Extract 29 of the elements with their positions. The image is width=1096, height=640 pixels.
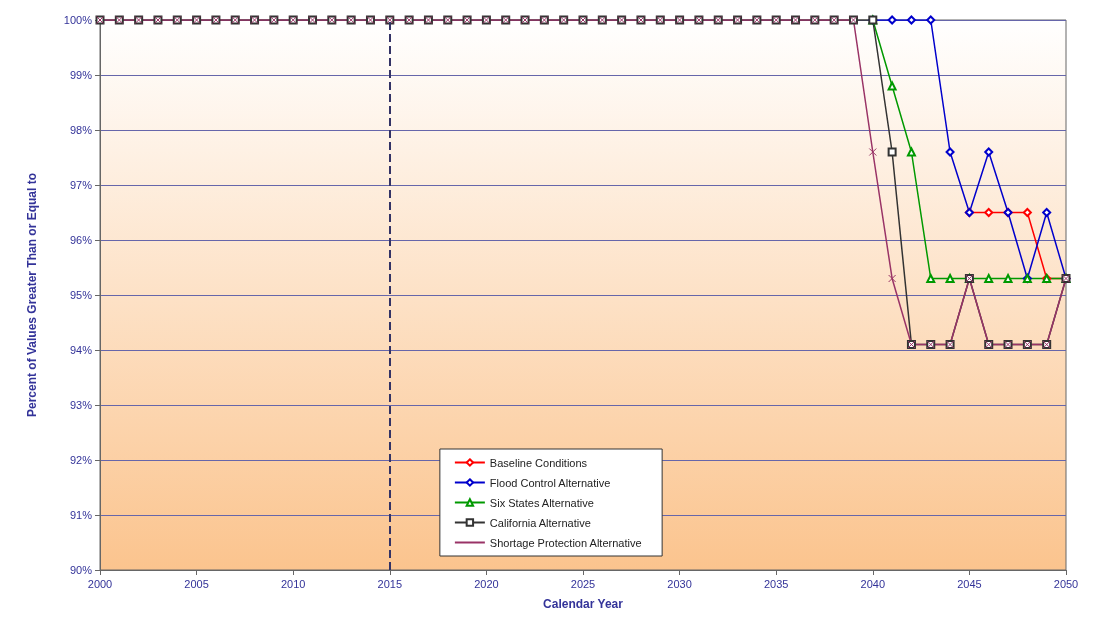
y-tick-label: 92% xyxy=(69,454,93,466)
y-tick-label: 91% xyxy=(69,509,93,521)
y-tick-label: 94% xyxy=(69,344,93,356)
y-tick-label: 96% xyxy=(69,234,93,246)
x-tick-label: 2040 xyxy=(860,577,886,590)
y-tick-label: 98% xyxy=(69,124,93,136)
x-tick-label: 2015 xyxy=(377,577,403,590)
legend-label: Baseline Conditions xyxy=(489,456,588,469)
y-tick-label: 97% xyxy=(69,179,93,191)
x-tick-label: 2010 xyxy=(280,577,306,590)
y-tick-label: 95% xyxy=(69,289,93,301)
x-tick-label: 2005 xyxy=(184,577,209,590)
y-tick-label: 90% xyxy=(69,564,93,576)
x-axis-title: Calendar Year xyxy=(543,597,624,611)
x-tick-label: 2030 xyxy=(667,577,692,590)
y-tick-label: 100% xyxy=(63,14,93,26)
y-axis-title: Percent of Values Greater Than or Equal to xyxy=(25,172,39,418)
x-tick-label: 2020 xyxy=(474,577,499,590)
y-tick-label: 93% xyxy=(69,399,93,411)
x-tick-label: 2000 xyxy=(87,577,113,590)
x-tick-label: 2035 xyxy=(763,577,789,590)
x-tick-label: 2045 xyxy=(957,577,982,590)
x-tick-label: 2050 xyxy=(1053,577,1079,590)
y-tick-label: 99% xyxy=(69,69,93,81)
legend-label: California Alternative xyxy=(489,516,591,529)
x-tick-label: 2025 xyxy=(570,577,596,590)
legend-label: Shortage Protection Alternative xyxy=(489,536,642,549)
legend-label: Six States Alternative xyxy=(489,496,594,509)
legend-label: Flood Control Alternative xyxy=(489,476,611,489)
